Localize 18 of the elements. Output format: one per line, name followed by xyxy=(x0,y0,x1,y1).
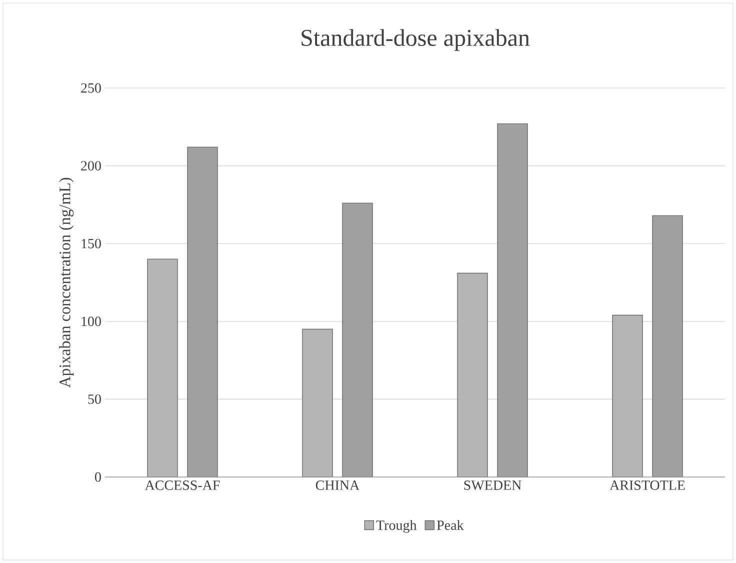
chart-title: Standard-dose apixaban xyxy=(302,29,530,51)
y-tick-label: 0 xyxy=(95,472,101,482)
x-tick-label: SWEDEN xyxy=(464,480,522,490)
bar xyxy=(302,328,333,478)
bar xyxy=(612,314,643,478)
bar xyxy=(457,272,488,478)
y-tick-label: 100 xyxy=(82,316,101,326)
y-tick-label: 50 xyxy=(88,394,101,404)
y-tick-label: 150 xyxy=(82,238,101,248)
y-tick-label: 200 xyxy=(81,161,101,171)
legend-label: Peak xyxy=(436,520,464,530)
x-tick-label: ARISTOTLE xyxy=(610,480,685,490)
y-axis-title: Apixaban concentration (ng/mL) xyxy=(59,178,74,388)
x-tick-label: ACCESS-AF xyxy=(144,480,220,490)
bar xyxy=(147,258,178,478)
y-tick-label: 250 xyxy=(81,83,101,93)
legend-label: Trough xyxy=(376,520,417,533)
x-tick-label: CHINA xyxy=(316,480,360,490)
